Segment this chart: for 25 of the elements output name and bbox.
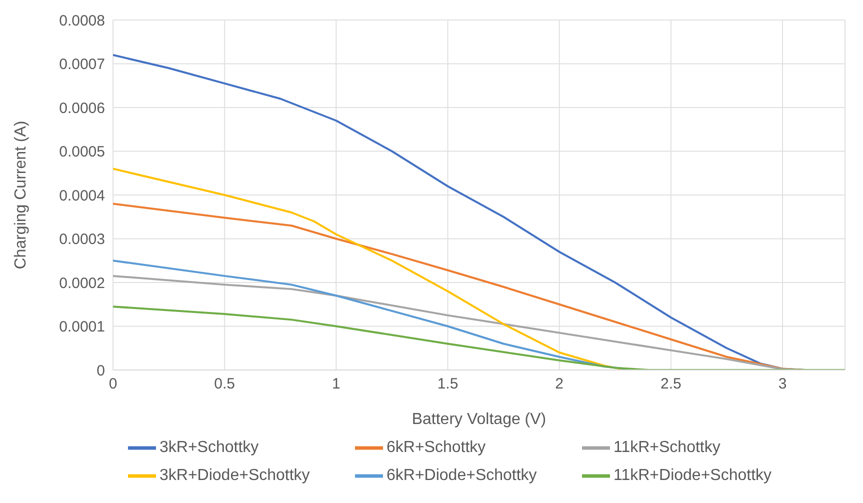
y-tick-label: 0.0007 <box>59 56 105 74</box>
legend-label: 3kR+Schottky <box>160 439 260 458</box>
y-tick-label: 0.0005 <box>59 144 105 161</box>
y-tick-label: 0.0003 <box>59 231 105 248</box>
y-tick-label: 0 <box>96 362 105 380</box>
y-tick-label: 0.0006 <box>59 100 105 117</box>
line-series <box>113 306 845 370</box>
legend-label: 11kR+Diode+Schottky <box>614 467 773 486</box>
x-tick-label: 0.5 <box>214 376 236 393</box>
legend-label: 6kR+Schottky <box>386 439 487 458</box>
y-tick-label: 0.0002 <box>59 274 105 292</box>
y-tick-label: 0.0001 <box>59 318 105 336</box>
x-tick-label: 1 <box>332 376 340 393</box>
y-tick-label: 0.0004 <box>59 187 105 204</box>
legend-label: 11kR+Schottky <box>614 439 722 458</box>
y-tick-label: 0.0008 <box>59 12 105 30</box>
x-tick-label: 3 <box>778 376 787 393</box>
y-axis-title: Charging Current (A) <box>12 120 30 270</box>
x-tick-label: 2 <box>555 376 564 393</box>
x-tick-label: 0 <box>108 376 118 393</box>
legend-label: 3kR+Diode+Schottky <box>160 467 311 486</box>
x-tick-label: 2.5 <box>660 376 682 393</box>
x-axis-title: Battery Voltage (V) <box>412 411 546 428</box>
legend-label: 6kR+Diode+Schottky <box>386 467 538 486</box>
x-tick-label: 1.5 <box>437 376 458 393</box>
